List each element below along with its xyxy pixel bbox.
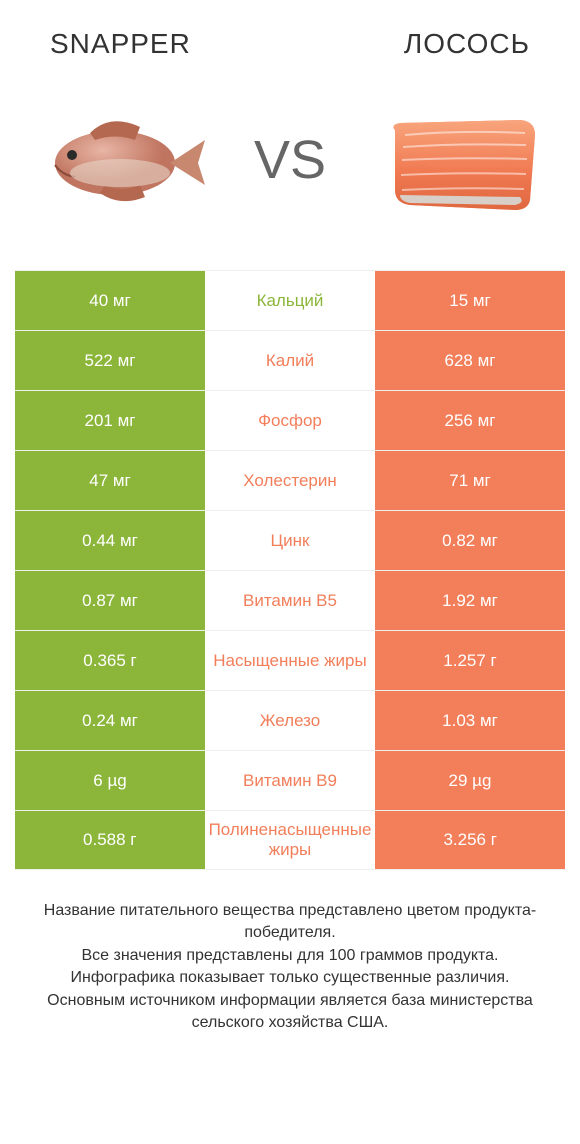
right-value-cell: 1.257 г bbox=[375, 631, 565, 690]
nutrient-label: Насыщенные жиры bbox=[205, 631, 375, 690]
nutrient-label: Холестерин bbox=[205, 451, 375, 510]
salmon-image bbox=[370, 85, 550, 235]
left-value-cell: 522 мг bbox=[15, 331, 205, 390]
left-value-cell: 0.588 г bbox=[15, 811, 205, 869]
comparison-table: 40 мгКальций15 мг522 мгКалий628 мг201 мг… bbox=[0, 270, 580, 870]
nutrient-label: Калий bbox=[205, 331, 375, 390]
table-row: 40 мгКальций15 мг bbox=[15, 270, 565, 330]
nutrient-label: Витамин B9 bbox=[205, 751, 375, 810]
footer-line: Основным источником информации является … bbox=[20, 990, 560, 1035]
right-value-cell: 29 µg bbox=[375, 751, 565, 810]
snapper-image bbox=[30, 85, 210, 235]
footer-line: Инфографика показывает только существенн… bbox=[20, 967, 560, 989]
table-row: 522 мгКалий628 мг bbox=[15, 330, 565, 390]
vs-label: VS bbox=[254, 129, 326, 191]
right-value-cell: 256 мг bbox=[375, 391, 565, 450]
table-row: 0.87 мгВитамин B51.92 мг bbox=[15, 570, 565, 630]
footer-note: Название питательного вещества представл… bbox=[0, 870, 580, 1054]
nutrient-label: Цинк bbox=[205, 511, 375, 570]
left-value-cell: 0.44 мг bbox=[15, 511, 205, 570]
table-row: 0.588 гПолиненасыщенные жиры3.256 г bbox=[15, 810, 565, 870]
header: SNAPPER ЛОСОСЬ bbox=[0, 0, 580, 70]
left-value-cell: 47 мг bbox=[15, 451, 205, 510]
images-row: VS bbox=[0, 70, 580, 270]
left-value-cell: 0.365 г bbox=[15, 631, 205, 690]
left-product-title: SNAPPER bbox=[50, 28, 191, 60]
right-value-cell: 1.92 мг bbox=[375, 571, 565, 630]
table-row: 201 мгФосфор256 мг bbox=[15, 390, 565, 450]
table-row: 6 µgВитамин B929 µg bbox=[15, 750, 565, 810]
nutrient-label: Полиненасыщенные жиры bbox=[205, 811, 376, 869]
footer-line: Название питательного вещества представл… bbox=[20, 900, 560, 945]
right-value-cell: 628 мг bbox=[375, 331, 565, 390]
right-value-cell: 1.03 мг bbox=[375, 691, 565, 750]
right-value-cell: 71 мг bbox=[375, 451, 565, 510]
right-value-cell: 3.256 г bbox=[375, 811, 565, 869]
table-row: 0.44 мгЦинк0.82 мг bbox=[15, 510, 565, 570]
nutrient-label: Кальций bbox=[205, 271, 375, 330]
left-value-cell: 40 мг bbox=[15, 271, 205, 330]
right-product-title: ЛОСОСЬ bbox=[404, 28, 530, 60]
nutrient-label: Железо bbox=[205, 691, 375, 750]
table-row: 0.365 гНасыщенные жиры1.257 г bbox=[15, 630, 565, 690]
right-value-cell: 15 мг bbox=[375, 271, 565, 330]
nutrient-label: Витамин B5 bbox=[205, 571, 375, 630]
left-value-cell: 201 мг bbox=[15, 391, 205, 450]
left-value-cell: 0.24 мг bbox=[15, 691, 205, 750]
left-value-cell: 0.87 мг bbox=[15, 571, 205, 630]
footer-line: Все значения представлены для 100 граммо… bbox=[20, 945, 560, 967]
left-value-cell: 6 µg bbox=[15, 751, 205, 810]
table-row: 47 мгХолестерин71 мг bbox=[15, 450, 565, 510]
right-value-cell: 0.82 мг bbox=[375, 511, 565, 570]
nutrient-label: Фосфор bbox=[205, 391, 375, 450]
table-row: 0.24 мгЖелезо1.03 мг bbox=[15, 690, 565, 750]
